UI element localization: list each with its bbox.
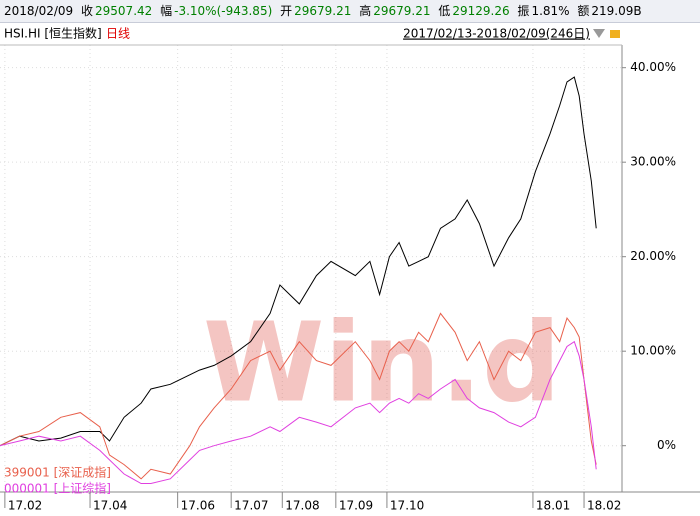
watermark: Win.d [203,298,561,426]
x-tick-label: 17.09 [339,499,373,513]
header-date: 2018/02/09 [4,4,74,18]
header-value: 29507.42 [95,4,153,18]
series-line [0,340,597,484]
x-tick-label: 17.07 [234,499,268,513]
x-tick-label: 18.01 [536,499,570,513]
legend-label: 399001 [深证成指] [4,465,111,480]
x-tick-label: 17.06 [181,499,215,513]
x-tick-label: 17.02 [8,499,42,513]
period: 日线 [106,27,130,41]
header-label: 开 [280,4,293,18]
x-tick-label: 17.04 [93,499,127,513]
lock-icon [610,30,620,38]
header-label: 振 [517,4,530,18]
header-label: 收 [81,4,94,18]
header-value: 29129.26 [452,4,510,18]
header-value: 29679.21 [294,4,352,18]
y-tick-label: 40.00% [630,60,676,74]
header-label: 高 [359,4,372,18]
series-line [0,76,597,447]
header-value: 29679.21 [373,4,431,18]
y-tick-label: 20.00% [630,249,676,263]
y-tick-label: 0% [657,438,676,452]
header-value: 219.09B [591,4,642,18]
dropdown-icon[interactable] [593,29,605,38]
header-label: 幅 [160,4,173,18]
y-tick-label: 10.00% [630,344,676,358]
header-value: 1.81% [531,4,570,18]
y-tick-label: 30.00% [630,155,676,169]
x-tick-label: 17.08 [285,499,319,513]
series-title: HSI.HI [恒生指数] [4,26,102,41]
x-tick-label: 18.02 [587,499,621,513]
header-label: 低 [438,4,451,18]
header-label: 额 [577,4,590,18]
x-tick-label: 17.10 [390,499,424,513]
series-line [0,312,597,480]
date-range: 2017/02/13-2018/02/09(246日) [403,27,590,41]
header-value: -3.10%(-943.85) [174,4,273,18]
legend-label: 000001 [上证综指] [4,481,111,496]
